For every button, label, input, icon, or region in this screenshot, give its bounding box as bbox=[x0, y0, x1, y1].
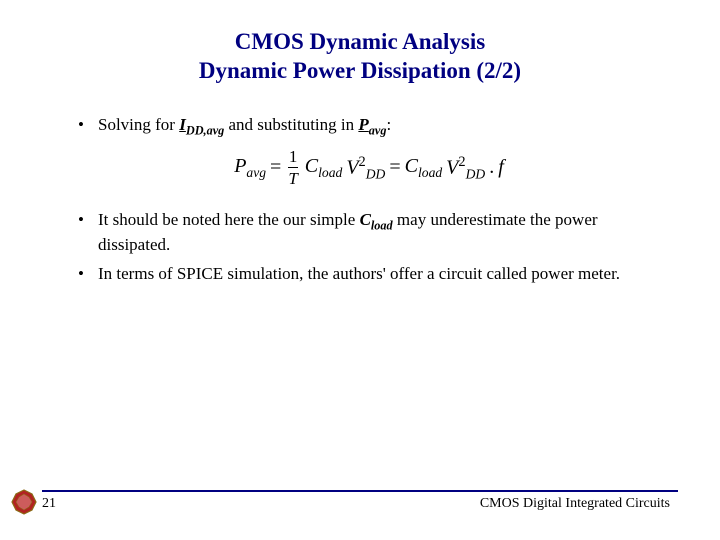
eq-equals: = bbox=[270, 156, 281, 179]
sub-load: load bbox=[371, 219, 393, 233]
var-i: I bbox=[179, 115, 186, 134]
page-number: 21 bbox=[42, 496, 56, 512]
eq-v-sup: 2 bbox=[359, 154, 366, 170]
footer-row: 21 CMOS Digital Integrated Circuits bbox=[36, 496, 670, 512]
slide: CMOS Dynamic Analysis Dynamic Power Diss… bbox=[0, 0, 720, 540]
eq-dot: . bbox=[489, 156, 494, 179]
eq-c2-sub: load bbox=[418, 165, 442, 180]
bullet-3: • In terms of SPICE simulation, the auth… bbox=[78, 263, 660, 286]
eq-v2: V bbox=[446, 156, 458, 178]
eq-v-sub: DD bbox=[366, 166, 386, 181]
text-fragment: and substituting in bbox=[224, 115, 358, 134]
var-p: P bbox=[358, 115, 368, 134]
eq-p-sub: avg bbox=[246, 165, 266, 180]
equation-pavg: Pavg = 1 T Cload V2DD = Cload V2DD . f bbox=[78, 148, 660, 187]
bullet-dot: • bbox=[78, 114, 98, 139]
equation-body: Pavg = 1 T Cload V2DD = Cload V2DD . f bbox=[234, 148, 504, 187]
footer: 21 CMOS Digital Integrated Circuits bbox=[0, 490, 720, 512]
eq-v2-sup: 2 bbox=[458, 154, 465, 170]
content-area: • Solving for IDD,avg and substituting i… bbox=[50, 114, 670, 287]
eq-frac-1t: 1 T bbox=[288, 148, 297, 187]
bullet-1-text: Solving for IDD,avg and substituting in … bbox=[98, 114, 660, 139]
eq-c2: C bbox=[405, 155, 418, 177]
eq-equals-2: = bbox=[389, 156, 400, 179]
var-c: C bbox=[360, 210, 371, 229]
sub-avg: avg bbox=[369, 123, 387, 137]
book-title: CMOS Digital Integrated Circuits bbox=[480, 496, 670, 512]
eq-f: f bbox=[498, 156, 504, 179]
eq-c: C bbox=[305, 155, 318, 177]
bullet-3-text: In terms of SPICE simulation, the author… bbox=[98, 263, 660, 286]
eq-v: V bbox=[346, 156, 358, 178]
bullet-1: • Solving for IDD,avg and substituting i… bbox=[78, 114, 660, 139]
text-fragment: : bbox=[386, 115, 391, 134]
bullet-dot: • bbox=[78, 263, 98, 286]
eq-v2-sub: DD bbox=[466, 166, 486, 181]
sub-ddavg: DD,avg bbox=[186, 123, 224, 137]
bullet-dot: • bbox=[78, 209, 98, 257]
title-block: CMOS Dynamic Analysis Dynamic Power Diss… bbox=[50, 28, 670, 86]
title-line-1: CMOS Dynamic Analysis bbox=[50, 28, 670, 57]
eq-den-t: T bbox=[288, 167, 297, 187]
eq-p: P bbox=[234, 155, 246, 177]
bullet-2: • It should be noted here the our simple… bbox=[78, 209, 660, 257]
bullet-2-text: It should be noted here the our simple C… bbox=[98, 209, 660, 257]
text-fragment: It should be noted here the our simple bbox=[98, 210, 360, 229]
eq-num-1: 1 bbox=[289, 148, 298, 167]
eq-c-sub: load bbox=[318, 165, 342, 180]
title-line-2: Dynamic Power Dissipation (2/2) bbox=[50, 57, 670, 86]
text-fragment: Solving for bbox=[98, 115, 179, 134]
footer-divider bbox=[42, 490, 678, 492]
